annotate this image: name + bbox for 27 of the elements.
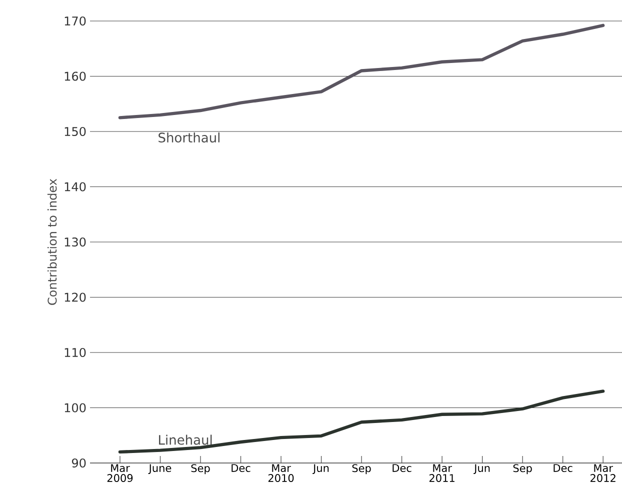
x-tick-label: Dec <box>554 464 572 472</box>
x-tick-label: Dec <box>392 464 412 472</box>
x-tick-label: Sep <box>191 464 210 474</box>
x-tick-label: June <box>148 464 172 474</box>
y-tick-label: 170 <box>64 16 86 26</box>
y-tick-label: 100 <box>64 403 86 412</box>
line-series <box>118 390 605 454</box>
y-tick-label: 120 <box>64 292 86 302</box>
y-tick-label: 160 <box>64 72 86 81</box>
x-tick-label: Jun <box>312 464 329 474</box>
y-tick-label: 140 <box>64 182 86 192</box>
x-tick-label: Mar 2009 <box>107 464 133 482</box>
line-series <box>118 24 605 120</box>
x-tick-label: Mar 2012 <box>590 464 616 482</box>
x-tick-label: Mar 2011 <box>429 464 454 482</box>
x-tick-label: Mar 2010 <box>268 464 294 482</box>
y-tick-label: 130 <box>64 237 86 247</box>
series-label: Linehaul <box>159 434 212 445</box>
x-tick-label: Jun <box>474 464 490 474</box>
x-tick-label: Sep <box>352 464 371 474</box>
y-tick-label: 110 <box>64 348 86 358</box>
series-label: Shorthaul <box>158 132 220 143</box>
x-tick-label: Dec <box>232 464 250 472</box>
y-tick-label: 150 <box>64 126 86 136</box>
x-tick-label: Sep <box>513 464 532 474</box>
y-tick-label: 90 <box>72 458 86 468</box>
y-axis-title: Contribution to index <box>47 178 57 305</box>
